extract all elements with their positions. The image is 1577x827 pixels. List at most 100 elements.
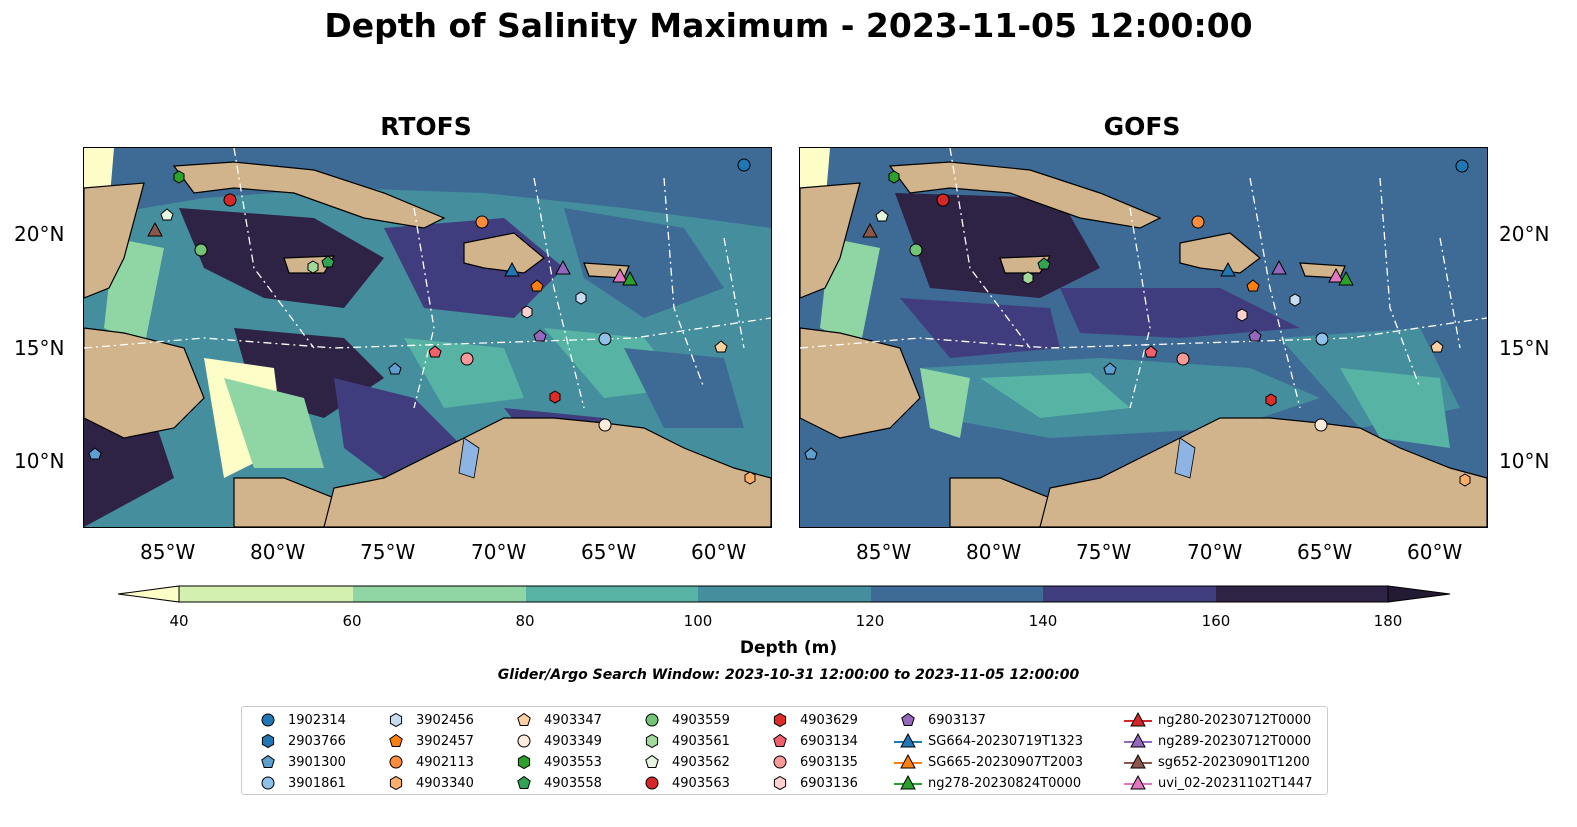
lon-tick-label: 75°W [1076,540,1132,564]
data-markers [804,159,1471,487]
legend-entry: 4903349 [510,731,602,751]
legend-entry-label: 6903135 [800,754,858,770]
legend-entry: 4903553 [510,752,602,772]
legend-entry-label: 4903558 [544,775,602,791]
legend-entry: 4903629 [766,710,858,730]
hexagon-marker-icon [773,775,787,791]
circle-marker-icon [645,776,659,790]
rtofs-panel-title: RTOFS [380,112,472,141]
legend-entry: uvi_02-20231102T1447 [1124,773,1312,793]
legend-entry-label: 4903563 [672,775,730,791]
lon-tick-label: 70°W [471,540,527,564]
legend-entry-label: 4903559 [672,712,730,728]
lon-tick-label: 85°W [140,540,196,564]
triangle-marker-icon [894,732,922,748]
pentagon-marker-icon [645,754,659,768]
colorbar-tick-label: 80 [515,612,535,630]
lat-tick-label: 15°N [1499,336,1550,360]
legend-entry-label: SG664-20230719T1323 [928,733,1084,749]
legend-entry-label: 4903562 [672,754,730,770]
lat-tick-label: 20°N [14,222,65,246]
legend-entry-label: ng278-20230824T0000 [928,775,1082,791]
legend-entry: 4903558 [510,773,602,793]
circle-marker-icon [389,755,403,769]
legend-entry-label: 4902113 [416,754,474,770]
legend-entry: 3902456 [382,710,474,730]
legend-entry-label: 4903347 [544,712,602,728]
pentagon-marker-icon [261,754,275,768]
legend-entry-label: 4903340 [416,775,474,791]
gofs-panel-title: GOFS [1103,112,1181,141]
legend-entry-label: 2903766 [288,733,346,749]
lat-tick-label: 15°N [14,336,65,360]
legend-entry: 4902113 [382,752,474,772]
figure-title: Depth of Salinity Maximum - 2023-11-05 1… [324,6,1253,45]
hexagon-marker-icon [773,712,787,728]
legend-entry-label: 1902314 [288,712,346,728]
triangle-marker-icon [1124,753,1152,769]
legend-entry-label: ng280-20230712T0000 [1158,712,1312,728]
pentagon-marker-icon [517,775,531,789]
triangle-marker-icon [1124,711,1152,727]
legend-entry-label: 4903629 [800,712,858,728]
ocean-depth-patches [800,148,1460,527]
colorbar-label: Depth (m) [739,638,838,658]
triangle-marker-icon [894,774,922,790]
legend-entry: ng289-20230712T0000 [1124,731,1311,751]
legend-entry-label: 6903137 [928,712,986,728]
legend-entry-label: 4903553 [544,754,602,770]
circle-marker-icon [517,734,531,748]
lon-tick-label: 65°W [1297,540,1353,564]
circle-marker-icon [261,713,275,727]
land-masses [800,161,1487,527]
colorbar-tick-label: 180 [1373,612,1403,630]
legend-entry-label: 4903349 [544,733,602,749]
legend-entry: ng280-20230712T0000 [1124,710,1311,730]
hexagon-marker-icon [389,712,403,728]
lon-tick-label: 80°W [250,540,306,564]
lon-tick-label: 65°W [581,540,637,564]
legend-entry-label: 6903134 [800,733,858,749]
lat-tick-label: 20°N [1499,222,1550,246]
eez-boundaries [800,148,1487,409]
legend-entry-label: ng289-20230712T0000 [1158,733,1312,749]
legend-entry: 6903135 [766,752,858,772]
rtofs-map[interactable] [83,147,772,528]
legend-entry: 3901861 [254,773,346,793]
legend: 1902314 2903766 3901300 3901861 3902456 39024… [241,706,1328,795]
legend-entry-label: SG665-20230907T2003 [928,754,1084,770]
circle-marker-icon [261,776,275,790]
legend-entry: 4903561 [638,731,730,751]
triangle-marker-icon [1124,774,1152,790]
lat-tick-label: 10°N [1499,449,1550,473]
hexagon-marker-icon [517,754,531,770]
legend-entry-label: 3901861 [288,775,346,791]
legend-entry-label: sg652-20230901T1200 [1158,754,1310,770]
legend-entry-label: 4903561 [672,733,730,749]
legend-entry-label: 3902457 [416,733,474,749]
legend-entry-label: uvi_02-20231102T1447 [1158,775,1313,791]
pentagon-marker-icon [389,733,403,747]
lon-tick-label: 75°W [360,540,416,564]
legend-entry: 6903136 [766,773,858,793]
triangle-marker-icon [894,753,922,769]
legend-entry: SG665-20230907T2003 [894,752,1083,772]
pentagon-marker-icon [773,733,787,747]
pentagon-marker-icon [901,712,915,726]
colorbar-tick-label: 40 [169,612,189,630]
data-markers [88,158,756,485]
legend-entry: 4903340 [382,773,474,793]
gofs-map[interactable] [799,147,1488,528]
legend-entry: 3901300 [254,752,346,772]
hexagon-marker-icon [261,733,275,749]
lon-tick-label: 60°W [691,540,747,564]
legend-entry: 4903562 [638,752,730,772]
colorbar-tick-label: 160 [1201,612,1231,630]
hexagon-marker-icon [389,775,403,791]
pentagon-marker-icon [517,712,531,726]
legend-entry-label: 6903136 [800,775,858,791]
legend-entry-label: 3902456 [416,712,474,728]
legend-entry: 4903347 [510,710,602,730]
lat-tick-label: 10°N [14,449,65,473]
legend-entry: 2903766 [254,731,346,751]
